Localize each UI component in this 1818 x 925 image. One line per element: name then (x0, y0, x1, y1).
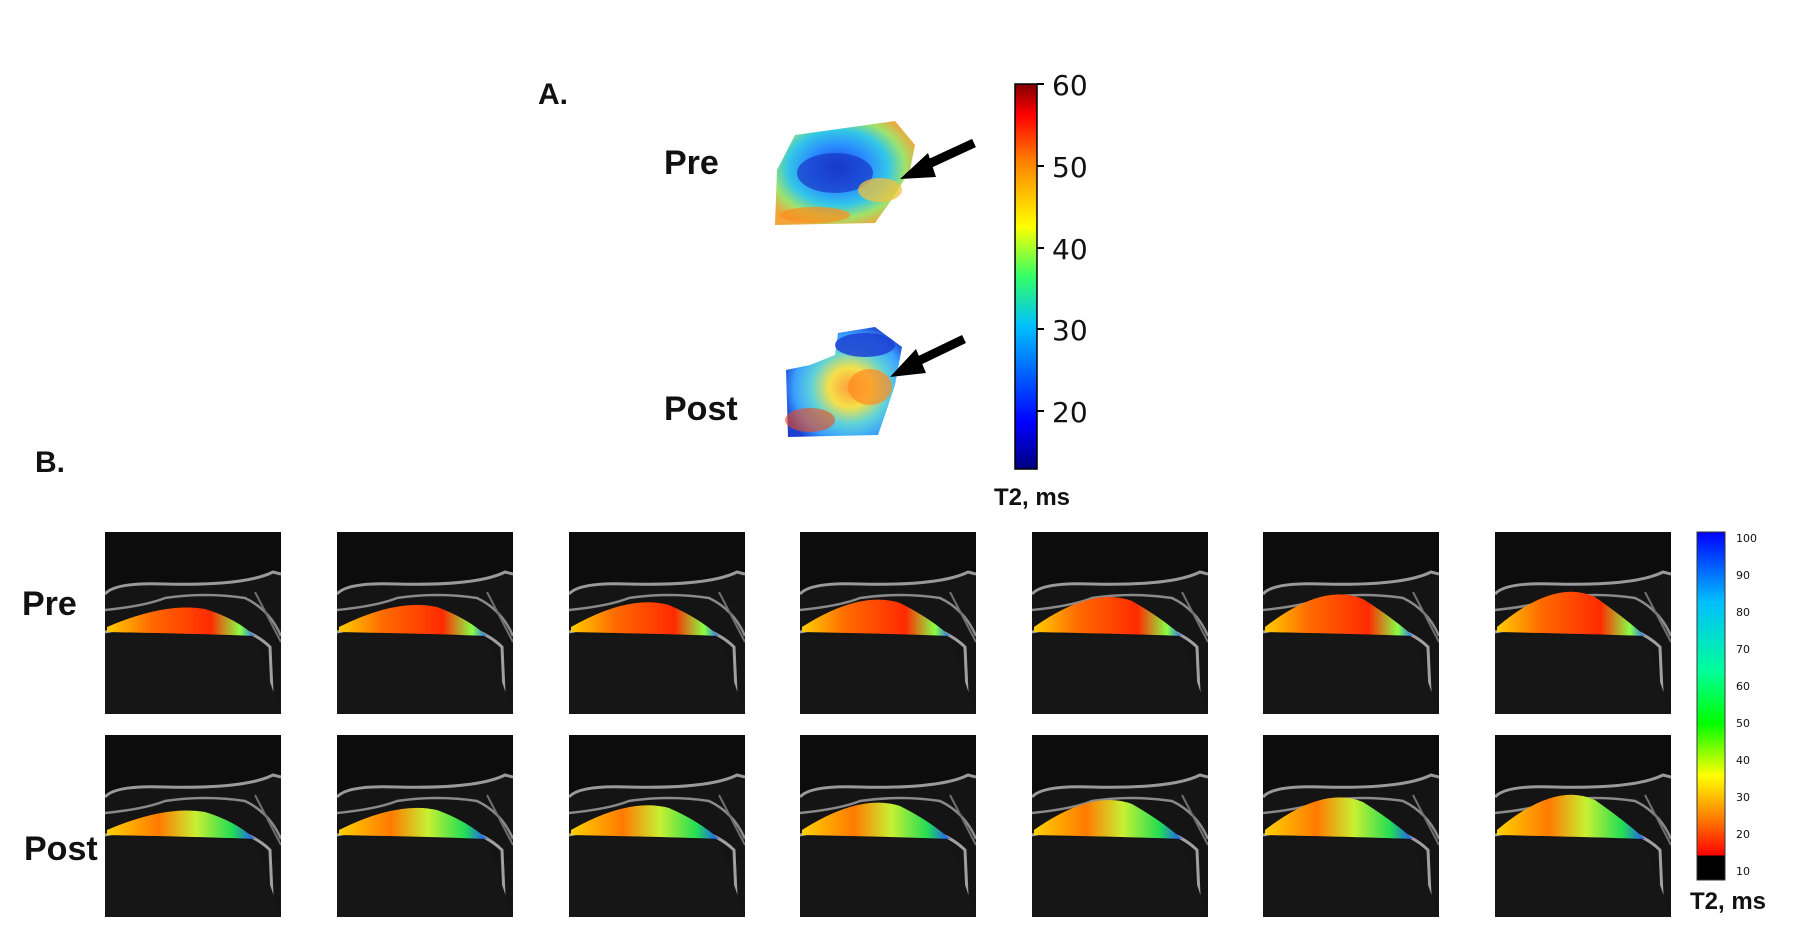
panel-b-label: B. (35, 446, 65, 479)
panel-a-pre-arrow (900, 138, 976, 179)
panel-a-post-arrow (890, 334, 966, 377)
panel-a-colorbar-tick: 40 (1052, 233, 1088, 266)
panel-b-colorbar-tick: 90 (1736, 569, 1750, 582)
mri-slice-pre (337, 532, 513, 714)
panel-a-pre-map (775, 121, 915, 225)
panel-b-colorbar-tick: 40 (1736, 754, 1750, 767)
panel-b-colorbar-tick: 80 (1736, 606, 1750, 619)
mri-slice-pre (105, 532, 281, 714)
panel-b-colorbar-tick: 10 (1736, 865, 1750, 878)
mri-slice-post (800, 735, 976, 917)
mri-slice-pre (1032, 532, 1208, 714)
mri-slice-post (1263, 735, 1439, 917)
panel-a-colorbar-tick: 20 (1052, 396, 1088, 429)
panel-b-colorbar-tick: 20 (1736, 828, 1750, 841)
panel-b-colorbar-tick: 30 (1736, 791, 1750, 804)
mri-slice-post (569, 735, 745, 917)
panel-a-colorbar-tick: 30 (1052, 314, 1088, 347)
mri-slice-pre (1495, 532, 1671, 714)
panel-a-row-label-post: Post (664, 390, 738, 428)
panel-b-colorbar-title: T2, ms (1690, 888, 1767, 915)
panel-a-post-map (785, 327, 902, 437)
panel-b-row-label-pre: Pre (22, 585, 77, 623)
panel-a-colorbar-tick: 60 (1052, 69, 1088, 102)
mri-slice-pre (800, 532, 976, 714)
mri-slice-post (105, 735, 281, 917)
panel-b-colorbar-tick: 70 (1736, 643, 1750, 656)
panel-a-colorbar-title: T2, ms (994, 484, 1071, 511)
mri-slice-pre (1263, 532, 1439, 714)
panel-a-colorbar-tick: 50 (1052, 151, 1088, 184)
panel-b-colorbar-tick: 60 (1736, 680, 1750, 693)
panel-b-colorbar-tick: 50 (1736, 717, 1750, 730)
panel-a-colorbar (1014, 83, 1044, 470)
mri-slice-post (337, 735, 513, 917)
panel-b-colorbar (1696, 531, 1726, 881)
panel-b-colorbar-tick: 100 (1736, 532, 1757, 545)
mri-slice-post (1032, 735, 1208, 917)
panel-a-row-label-pre: Pre (664, 144, 719, 182)
mri-slice-post (1495, 735, 1671, 917)
panel-a-label: A. (538, 78, 568, 111)
mri-slice-pre (569, 532, 745, 714)
panel-b-row-label-post: Post (24, 830, 98, 868)
